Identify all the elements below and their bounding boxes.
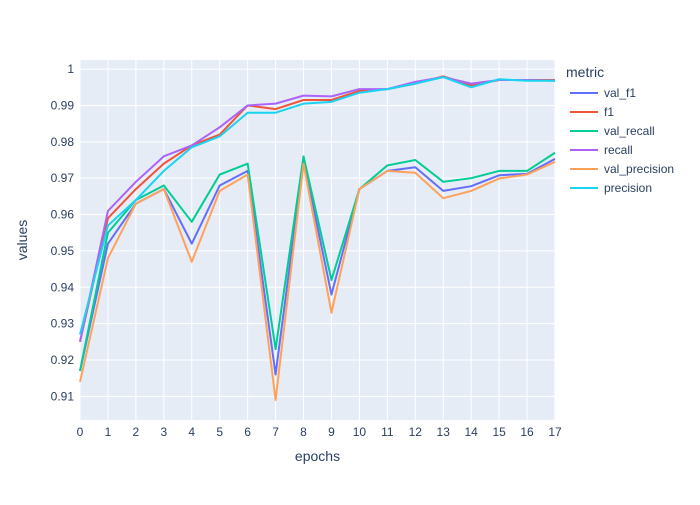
series-line-f1 — [79, 75, 555, 343]
legend-label: val_recall — [604, 124, 655, 138]
legend-title: metric — [566, 64, 604, 80]
x-tick-label: 15 — [492, 425, 506, 439]
y-tick-label: 1 — [67, 62, 74, 76]
x-tick-label: 0 — [77, 425, 84, 439]
x-tick-label: 7 — [272, 425, 279, 439]
x-tick-label: 9 — [328, 425, 335, 439]
y-tick-label: 0.98 — [51, 135, 75, 149]
x-axis-title: epochs — [295, 448, 340, 464]
legend-item-recall[interactable]: recall — [570, 143, 633, 157]
y-tick-label: 0.95 — [51, 244, 75, 258]
x-tick-label: 8 — [300, 425, 307, 439]
legend-label: recall — [604, 143, 633, 157]
x-tick-label: 5 — [216, 425, 223, 439]
y-tick-label: 0.99 — [51, 98, 75, 112]
legend-item-val-recall[interactable]: val_recall — [570, 124, 655, 138]
x-tick-label: 12 — [409, 425, 423, 439]
y-tick-label: 0.91 — [51, 389, 75, 403]
y-tick-label: 0.93 — [51, 317, 75, 331]
series-line-val-precision — [79, 160, 556, 401]
legend-label: val_f1 — [604, 86, 636, 100]
tick-layer: 0 1 2 3 4 5 6 7 8 9 10 11 12 13 14 15 16 170.910.920.930.… — [51, 62, 562, 439]
y-tick-label: 0.96 — [51, 208, 75, 222]
series-line-val-recall — [79, 151, 556, 372]
legend-label: precision — [604, 181, 652, 195]
series-line-recall — [79, 76, 556, 343]
x-tick-label: 1 — [105, 425, 112, 439]
x-tick-label: 17 — [548, 425, 562, 439]
x-tick-label: 4 — [188, 425, 195, 439]
x-tick-label: 6 — [244, 425, 251, 439]
legend-label: val_precision — [604, 162, 674, 176]
x-tick-label: 13 — [437, 425, 451, 439]
y-tick-label: 0.94 — [51, 280, 75, 294]
legend-item-f1[interactable]: f1 — [570, 105, 614, 119]
series-line-precision — [79, 76, 555, 335]
y-tick-label: 0.97 — [51, 171, 75, 185]
legend-item-val-precision[interactable]: val_precision — [570, 162, 674, 176]
x-tick-label: 10 — [353, 425, 367, 439]
legend-item-precision[interactable]: precision — [570, 181, 652, 195]
x-tick-label: 11 — [381, 425, 394, 439]
series-layer — [79, 75, 556, 401]
x-tick-label: 16 — [520, 425, 534, 439]
x-tick-label: 14 — [464, 425, 478, 439]
x-tick-label: 3 — [160, 425, 167, 439]
x-tick-label: 2 — [133, 425, 140, 439]
grid-layer — [79, 60, 556, 420]
legend-label: f1 — [604, 105, 614, 119]
y-axis-title: values — [14, 220, 30, 260]
y-tick-label: 0.92 — [51, 353, 75, 367]
legend-item-val-f1[interactable]: val_f1 — [570, 86, 636, 100]
